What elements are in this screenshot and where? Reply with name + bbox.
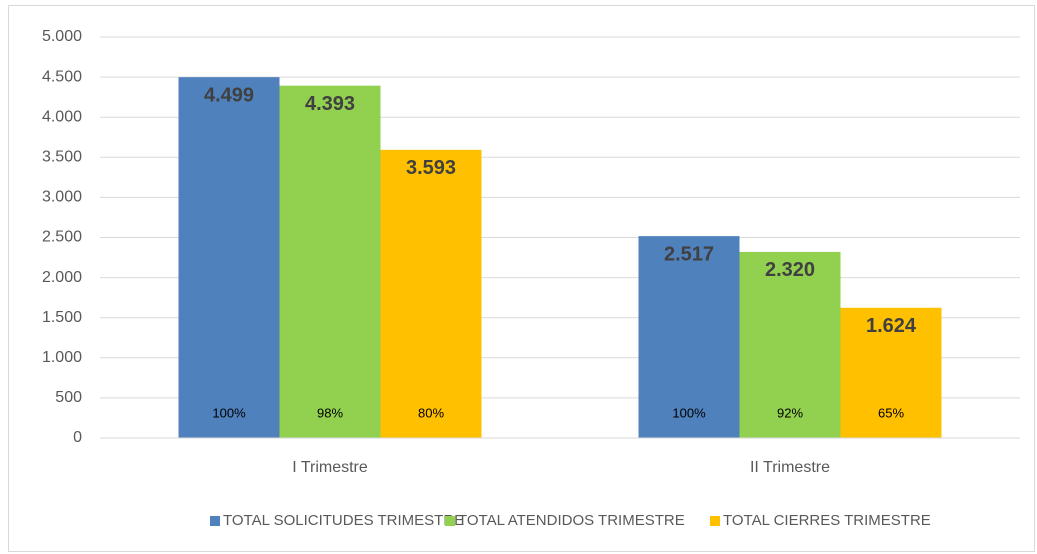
legend-label: TOTAL SOLICITUDES TRIMESTRE (223, 512, 464, 529)
bar (178, 77, 280, 438)
share-label: 65% (878, 405, 904, 420)
share-label: 92% (777, 405, 803, 420)
data-label: 1.624 (866, 315, 917, 337)
data-label: 4.499 (204, 84, 254, 106)
share-label: 98% (317, 405, 343, 420)
bar (380, 149, 482, 438)
bar (279, 85, 381, 438)
y-tick-label: 3.000 (42, 189, 82, 206)
legend-swatch (445, 516, 455, 526)
chart-border (8, 5, 1035, 552)
y-tick-label: 0 (73, 429, 82, 446)
x-tick-label: I Trimestre (292, 459, 368, 476)
legend-swatch (710, 516, 720, 526)
legend-label: TOTAL ATENDIDOS TRIMESTRE (458, 512, 685, 529)
y-tick-label: 1.000 (42, 349, 82, 366)
y-tick-label: 2.000 (42, 269, 82, 286)
bar (638, 236, 740, 438)
y-tick-label: 4.500 (42, 68, 82, 85)
legend-label: TOTAL CIERRES TRIMESTRE (723, 512, 931, 529)
y-tick-label: 1.500 (42, 309, 82, 326)
data-label: 4.393 (305, 93, 355, 115)
y-tick-label: 5.000 (42, 28, 82, 45)
data-label: 2.517 (664, 243, 714, 265)
share-label: 100% (672, 405, 706, 420)
x-tick-label: II Trimestre (750, 459, 830, 476)
y-tick-label: 4.000 (42, 108, 82, 125)
data-label: 3.593 (406, 157, 456, 179)
y-tick-label: 3.500 (42, 149, 82, 166)
y-tick-label: 500 (55, 389, 82, 406)
bar (840, 307, 942, 438)
data-label: 2.320 (765, 259, 815, 281)
share-label: 80% (418, 405, 444, 420)
bar (739, 251, 841, 438)
y-tick-label: 2.500 (42, 229, 82, 246)
legend-swatch (210, 516, 220, 526)
share-label: 100% (212, 405, 246, 420)
